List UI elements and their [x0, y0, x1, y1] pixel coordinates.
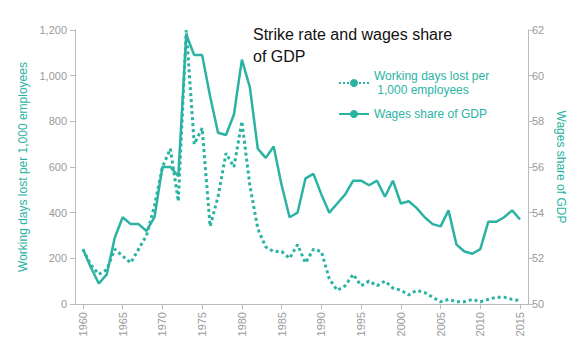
svg-text:600: 600 — [49, 161, 67, 173]
svg-text:1985: 1985 — [276, 312, 288, 336]
svg-text:54: 54 — [532, 207, 544, 219]
svg-text:800: 800 — [49, 115, 67, 127]
svg-text:50: 50 — [532, 298, 544, 310]
svg-text:62: 62 — [532, 24, 544, 36]
svg-text:0: 0 — [61, 298, 67, 310]
svg-text:1970: 1970 — [156, 312, 168, 336]
svg-text:Strike rate and wages share: Strike rate and wages share — [253, 26, 457, 43]
svg-text:1,000: 1,000 — [39, 70, 67, 82]
svg-text:1990: 1990 — [315, 312, 327, 336]
svg-text:of GDP: of GDP — [253, 48, 305, 65]
svg-text:1,000 employees: 1,000 employees — [374, 83, 469, 97]
svg-text:2010: 2010 — [474, 312, 486, 336]
svg-text:Working days lost per: Working days lost per — [374, 69, 489, 83]
svg-text:1980: 1980 — [236, 312, 248, 336]
svg-text:200: 200 — [49, 252, 67, 264]
svg-text:56: 56 — [532, 161, 544, 173]
svg-text:60: 60 — [532, 70, 544, 82]
svg-text:1995: 1995 — [355, 312, 367, 336]
svg-text:58: 58 — [532, 115, 544, 127]
svg-text:Wages share of GDP: Wages share of GDP — [374, 107, 487, 121]
svg-text:2000: 2000 — [395, 312, 407, 336]
svg-text:2005: 2005 — [435, 312, 447, 336]
svg-text:52: 52 — [532, 252, 544, 264]
svg-text:Wages share of GDP: Wages share of GDP — [554, 111, 568, 224]
svg-text:2015: 2015 — [514, 312, 526, 336]
svg-text:1975: 1975 — [196, 312, 208, 336]
svg-text:Working days lost per 1,000 em: Working days lost per 1,000 employees — [16, 62, 30, 272]
svg-text:1960: 1960 — [77, 312, 89, 336]
svg-text:1965: 1965 — [117, 312, 129, 336]
svg-text:400: 400 — [49, 207, 67, 219]
svg-text:1,200: 1,200 — [39, 24, 67, 36]
